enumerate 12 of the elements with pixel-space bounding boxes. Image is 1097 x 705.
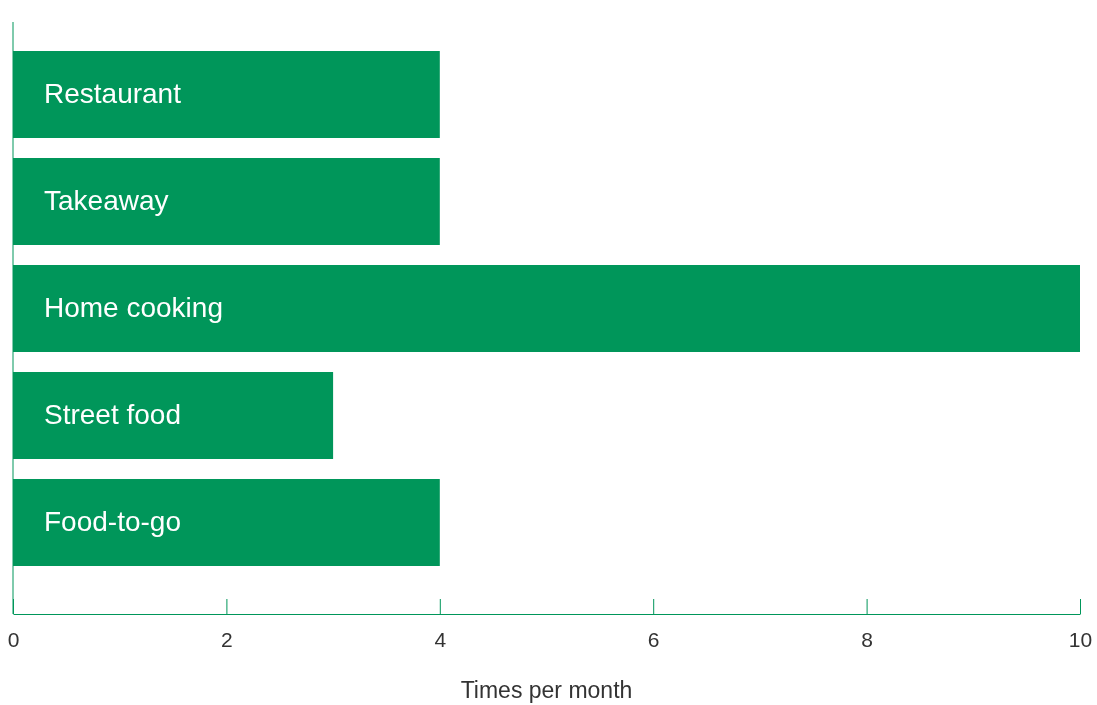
x-tick-label: 4: [434, 628, 447, 651]
y-tick-label: Food-to-go: [44, 506, 181, 538]
y-tick-label: Street food: [44, 399, 181, 431]
x-tick-label: 0: [7, 628, 20, 651]
x-tick-label: 6: [647, 628, 660, 651]
y-tick-label: Restaurant: [44, 78, 182, 110]
x-axis-title: Times per month: [460, 677, 633, 703]
x-tick-label: 2: [221, 628, 233, 651]
x-tick-label: 10: [1068, 628, 1093, 651]
y-tick-label: Home cooking: [44, 292, 223, 324]
x-tick-label: 8: [861, 628, 873, 651]
y-tick-label: Takeaway: [44, 185, 169, 217]
